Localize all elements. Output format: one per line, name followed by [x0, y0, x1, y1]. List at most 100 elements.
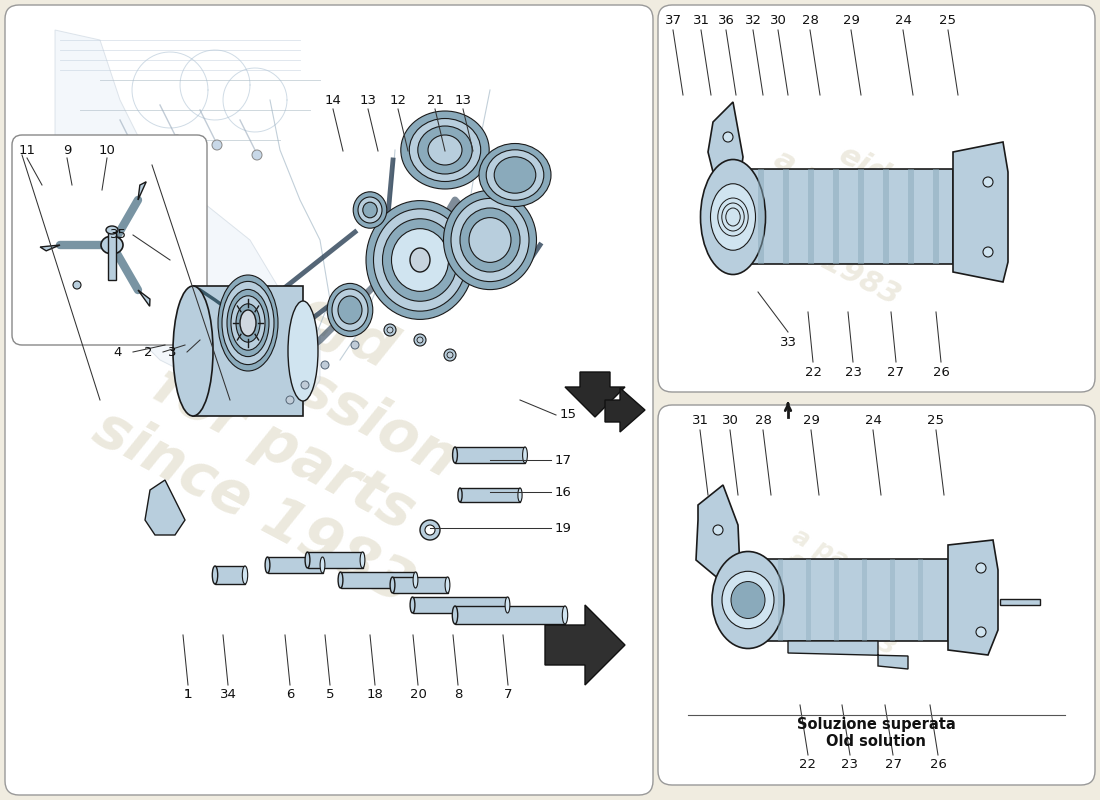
Bar — [783, 169, 789, 264]
Ellipse shape — [418, 126, 472, 174]
Ellipse shape — [338, 572, 343, 588]
Bar — [733, 169, 953, 264]
Ellipse shape — [400, 111, 490, 189]
Text: 37: 37 — [664, 14, 682, 26]
Circle shape — [713, 525, 723, 535]
Text: a passion
for parts
since 1983: a passion for parts since 1983 — [755, 519, 925, 661]
Text: ejd
a passion
for parts
since 1983: ejd a passion for parts since 1983 — [84, 225, 516, 615]
Circle shape — [387, 327, 393, 333]
Ellipse shape — [242, 566, 248, 584]
Text: 30: 30 — [722, 414, 738, 426]
Text: 14: 14 — [324, 94, 341, 107]
Text: 23: 23 — [845, 366, 861, 378]
Text: 5: 5 — [326, 689, 334, 702]
Ellipse shape — [374, 209, 466, 311]
Bar — [933, 169, 939, 264]
Text: 19: 19 — [554, 522, 571, 534]
Text: 34: 34 — [220, 689, 236, 702]
Text: 17: 17 — [554, 454, 572, 466]
Ellipse shape — [478, 143, 551, 206]
Circle shape — [73, 281, 81, 289]
Circle shape — [321, 361, 329, 369]
Bar — [341, 572, 416, 588]
Polygon shape — [544, 605, 625, 685]
Ellipse shape — [218, 275, 278, 371]
Ellipse shape — [732, 582, 764, 618]
Circle shape — [252, 150, 262, 160]
Bar — [267, 557, 322, 573]
Ellipse shape — [366, 201, 474, 319]
FancyBboxPatch shape — [658, 405, 1094, 785]
Bar — [890, 559, 895, 641]
FancyBboxPatch shape — [658, 5, 1094, 392]
Text: 10: 10 — [99, 143, 116, 157]
Bar — [214, 566, 245, 584]
Text: 20: 20 — [409, 689, 427, 702]
Text: 26: 26 — [930, 758, 946, 771]
Text: 28: 28 — [755, 414, 771, 426]
Circle shape — [976, 627, 986, 637]
Polygon shape — [55, 30, 320, 410]
Text: 24: 24 — [894, 14, 912, 26]
Text: Old solution: Old solution — [826, 734, 926, 749]
Circle shape — [425, 525, 435, 535]
Circle shape — [132, 150, 142, 160]
Circle shape — [723, 132, 733, 142]
Ellipse shape — [522, 447, 527, 463]
Circle shape — [351, 341, 359, 349]
Bar — [748, 559, 948, 641]
Text: 27: 27 — [888, 366, 904, 378]
Text: 31: 31 — [693, 14, 710, 26]
Bar — [908, 169, 914, 264]
Text: Soluzione superata: Soluzione superata — [796, 718, 956, 733]
FancyBboxPatch shape — [6, 5, 653, 795]
Text: 35: 35 — [110, 229, 126, 242]
Bar — [862, 559, 867, 641]
Polygon shape — [696, 485, 740, 580]
Ellipse shape — [711, 184, 756, 250]
Ellipse shape — [383, 218, 458, 302]
Ellipse shape — [227, 290, 270, 357]
Ellipse shape — [452, 606, 458, 624]
Text: 22: 22 — [804, 366, 822, 378]
Bar — [455, 447, 525, 463]
Text: 31: 31 — [692, 414, 708, 426]
Bar — [108, 230, 115, 280]
Bar — [808, 169, 814, 264]
Ellipse shape — [358, 197, 382, 223]
Ellipse shape — [712, 551, 784, 649]
Circle shape — [414, 334, 426, 346]
Ellipse shape — [494, 157, 536, 194]
Text: 29: 29 — [803, 414, 820, 426]
Polygon shape — [565, 372, 625, 417]
Ellipse shape — [236, 304, 260, 342]
Ellipse shape — [173, 286, 213, 416]
Text: 22: 22 — [800, 758, 816, 771]
Text: ejd
a passion
for parts
since 1983: ejd a passion for parts since 1983 — [728, 110, 952, 310]
Text: 25: 25 — [939, 14, 957, 26]
Bar — [192, 286, 303, 416]
Circle shape — [983, 177, 993, 187]
Text: 32: 32 — [745, 14, 761, 26]
Ellipse shape — [446, 577, 450, 593]
Text: 33: 33 — [780, 335, 796, 349]
Bar — [833, 169, 839, 264]
Ellipse shape — [410, 597, 415, 613]
Bar — [308, 552, 363, 568]
Ellipse shape — [265, 557, 269, 573]
Circle shape — [420, 520, 440, 540]
Text: 8: 8 — [454, 689, 462, 702]
Ellipse shape — [458, 488, 462, 502]
Bar — [393, 577, 448, 593]
Bar — [883, 169, 889, 264]
Circle shape — [983, 247, 993, 257]
Text: 16: 16 — [554, 486, 571, 498]
Ellipse shape — [353, 192, 387, 228]
Ellipse shape — [443, 190, 537, 290]
Circle shape — [212, 140, 222, 150]
Bar — [806, 559, 811, 641]
Circle shape — [976, 563, 986, 573]
Bar — [455, 606, 565, 624]
Text: 7: 7 — [504, 689, 513, 702]
Text: 18: 18 — [366, 689, 384, 702]
